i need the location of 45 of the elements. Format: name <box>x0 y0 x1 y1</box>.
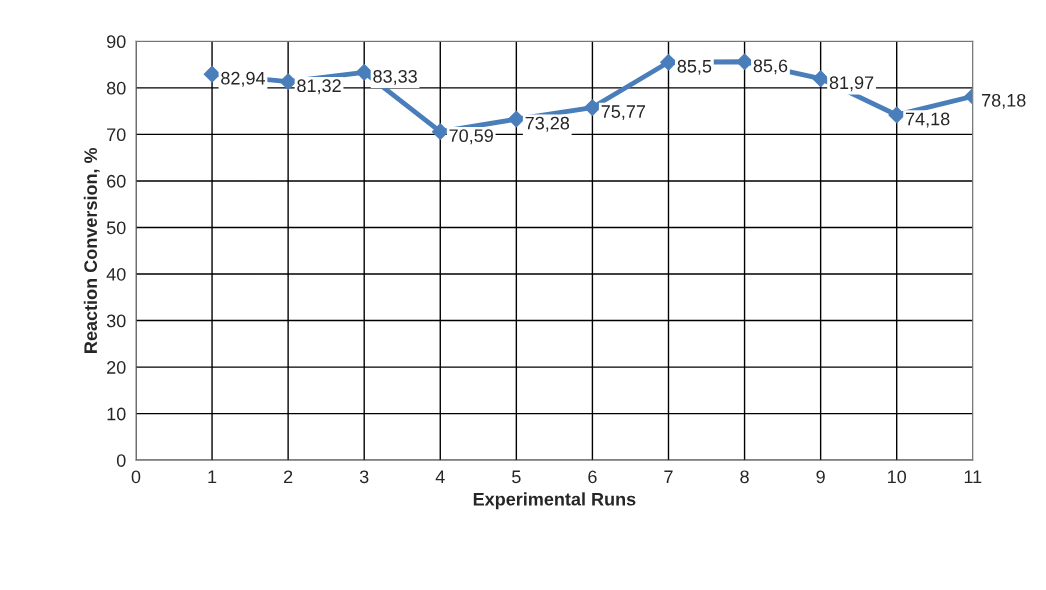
data-label: 73,28 <box>525 116 570 132</box>
x-tick-label: 8 <box>740 470 749 484</box>
point <box>431 123 449 141</box>
point <box>355 63 373 81</box>
point <box>660 53 677 71</box>
point <box>203 65 221 83</box>
data-label: 85,5 <box>677 59 712 75</box>
data-label: 81,97 <box>829 76 874 92</box>
x-tick-label: 11 <box>964 470 982 484</box>
point <box>736 53 753 71</box>
data-label: 70,59 <box>449 129 493 145</box>
point <box>812 70 830 88</box>
data-label: 83,33 <box>373 69 417 85</box>
data-label: 85,6 <box>753 59 788 75</box>
x-tick-label: 6 <box>588 470 597 484</box>
data-label: 75,77 <box>601 105 646 121</box>
data-label: 81,32 <box>297 79 341 95</box>
x-tick-label: 10 <box>888 470 907 484</box>
point <box>279 73 297 91</box>
data-label: 78,18 <box>982 93 1026 109</box>
y-tick-label: 50 <box>106 221 126 235</box>
x-tick-label: 7 <box>664 470 673 484</box>
x-tick-label: 9 <box>816 470 825 484</box>
y-axis-title: Reaction Conversion, % <box>83 147 100 353</box>
y-tick-label: 90 <box>107 35 126 49</box>
y-tick-label: 10 <box>107 407 126 421</box>
x-tick-label: 5 <box>512 470 521 484</box>
x-tick-label: 1 <box>208 470 217 484</box>
x-tick-label: 2 <box>284 470 293 484</box>
point <box>584 99 601 116</box>
y-tick-label: 40 <box>106 267 126 281</box>
point <box>888 106 906 124</box>
data-label: 82,94 <box>221 71 266 87</box>
data-label: 74,18 <box>905 112 950 128</box>
y-tick-label: 0 <box>116 454 126 467</box>
y-tick-label: 70 <box>107 128 126 142</box>
y-tick-label: 30 <box>106 314 126 328</box>
y-tick-label: 60 <box>107 174 126 188</box>
x-tick-label: 3 <box>359 470 369 484</box>
x-tick-label: 4 <box>435 470 445 484</box>
point <box>507 110 525 128</box>
y-tick-label: 80 <box>106 81 126 95</box>
y-tick-label: 20 <box>107 361 126 374</box>
x-tick-label: 0 <box>131 470 141 484</box>
x-axis-title: Experimental Runs <box>473 492 636 510</box>
